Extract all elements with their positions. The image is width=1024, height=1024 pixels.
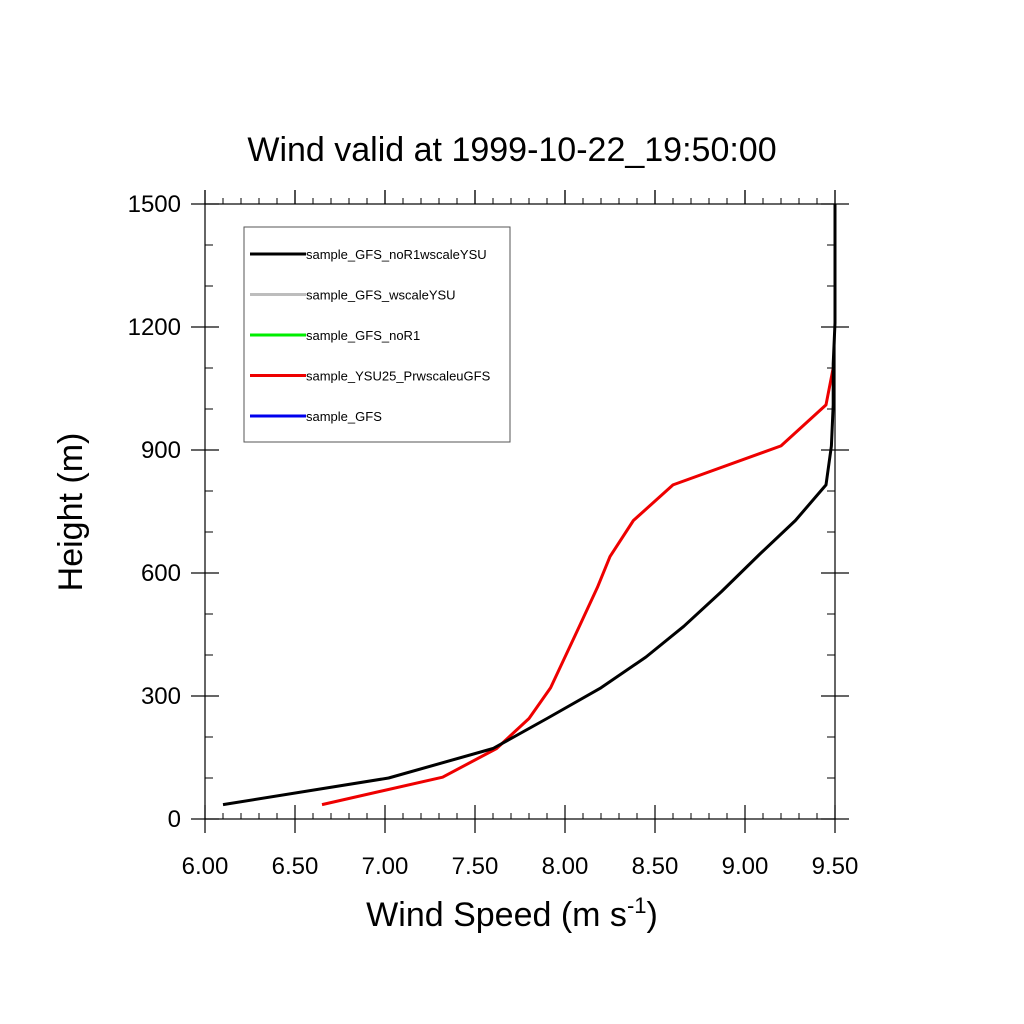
x-tick-label: 8.50 bbox=[632, 853, 679, 880]
major-ticks bbox=[191, 190, 849, 833]
x-tick-label: 7.50 bbox=[452, 853, 499, 880]
legend-entry: sample_GFS_wscaleYSU bbox=[250, 288, 456, 303]
y-axis-label: Height (m) bbox=[52, 433, 90, 592]
x-tick-label: 6.00 bbox=[182, 853, 229, 880]
x-tick-label: 6.50 bbox=[272, 853, 319, 880]
legend: sample_GFS_noR1wscaleYSU sample_GFS_wscal… bbox=[243, 226, 511, 443]
series-line-sample_GFS_noR1wscaleYSU bbox=[222, 204, 837, 807]
legend-box bbox=[243, 226, 511, 443]
x-axis-label: Wind Speed (m s-1) bbox=[366, 893, 658, 934]
legend-label: sample_GFS_noR1 bbox=[306, 328, 420, 343]
series-lines bbox=[222, 204, 837, 807]
x-tick-label: 8.00 bbox=[542, 853, 589, 880]
legend-label: sample_YSU25_PrwscaleuGFS bbox=[306, 369, 491, 384]
x-tick-label: 7.00 bbox=[362, 853, 409, 880]
y-tick-labels: 0 300 600 900 1200 1500 bbox=[128, 191, 181, 833]
x-tick-label: 9.00 bbox=[722, 853, 769, 880]
y-tick-label: 300 bbox=[141, 683, 181, 710]
x-tick-labels: 6.00 6.50 7.00 7.50 8.00 8.50 9.00 9.50 bbox=[182, 853, 859, 880]
legend-entry: sample_GFS_noR1 bbox=[250, 328, 420, 343]
minor-ticks bbox=[205, 198, 835, 819]
legend-entry: sample_YSU25_PrwscaleuGFS bbox=[250, 369, 491, 384]
legend-label: sample_GFS bbox=[306, 409, 382, 424]
y-tick-label: 900 bbox=[141, 437, 181, 464]
legend-label: sample_GFS_wscaleYSU bbox=[306, 288, 456, 303]
y-tick-label: 1500 bbox=[128, 191, 181, 218]
y-tick-label: 1200 bbox=[128, 314, 181, 341]
legend-label: sample_GFS_noR1wscaleYSU bbox=[306, 247, 487, 262]
legend-entry: sample_GFS bbox=[250, 409, 382, 424]
y-tick-label: 600 bbox=[141, 560, 181, 587]
plot-frame bbox=[204, 203, 836, 820]
legend-entry: sample_GFS_noR1wscaleYSU bbox=[250, 247, 487, 262]
chart-title: Wind valid at 1999-10-22_19:50:00 bbox=[247, 131, 776, 169]
x-tick-label: 9.50 bbox=[812, 853, 859, 880]
y-tick-label: 0 bbox=[168, 806, 181, 833]
